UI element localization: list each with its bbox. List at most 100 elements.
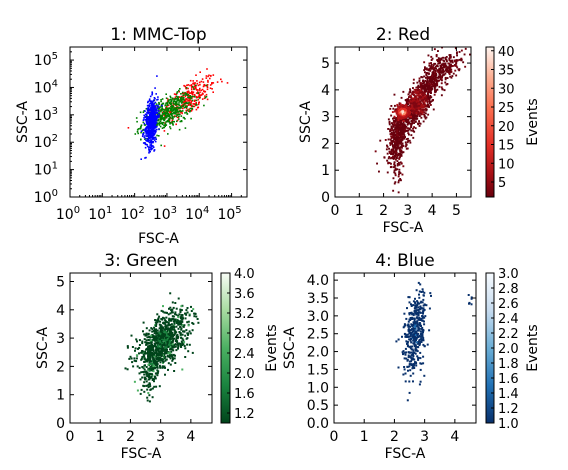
density-cell [434,83,436,86]
density-cell [427,88,430,91]
scatter-point [159,117,162,119]
density-cell [412,312,415,315]
density-cell [424,108,427,111]
density-cell [167,333,170,336]
density-cell [411,93,414,96]
density-cell [399,154,402,157]
density-cell [149,358,152,360]
scatter-point [153,127,156,129]
density-cell [152,366,155,369]
density-cell [172,338,175,341]
scatter-point [161,118,163,120]
scatter-point [162,113,165,115]
density-cell [404,109,407,112]
scatter-point [149,95,152,98]
scatter-point [190,92,193,94]
scatter-point [156,113,159,115]
density-cell [393,151,396,154]
density-cell [139,378,142,381]
density-cell [402,165,405,168]
scatter-point [145,120,148,122]
density-cell [410,120,413,123]
panel-3-frame [69,272,213,424]
density-cell [392,189,395,192]
density-cell [422,120,425,123]
density-cell [415,330,418,333]
scatter-point [189,79,192,82]
density-cell [150,341,153,344]
density-cell [402,117,405,119]
density-cell [124,367,127,370]
scatter-point [176,100,178,103]
scatter-point [151,138,154,140]
scatter-point [186,84,188,87]
density-cell [401,116,404,119]
density-cell [433,62,436,65]
panel-mmc-top: 1: MMC-Top 100 101 102 103 104 105 1001011021… [15,25,248,247]
scatter-point [154,108,156,110]
density-cell [133,380,136,383]
density-cell [413,117,416,120]
density-cell [156,369,159,372]
density-cell [406,335,408,338]
scatter-point [146,123,149,125]
scatter-point [172,118,174,120]
density-cell [150,339,153,342]
scatter-point [152,133,154,135]
scatter-point [139,127,141,130]
panel-2-density [374,47,471,194]
density-cell [186,311,189,314]
density-cell [458,58,461,61]
density-cell [410,102,412,105]
density-cell [154,360,157,362]
scatter-point [152,113,155,116]
density-cell [464,47,467,50]
scatter-point [151,91,153,93]
density-cell [408,117,411,120]
density-cell [169,347,172,350]
scatter-point [192,105,194,108]
density-cell [187,332,190,335]
density-cell [181,316,184,319]
scatter-point [149,141,151,144]
density-cell [148,369,151,372]
density-cell [415,118,418,120]
density-cell [420,116,423,119]
density-cell [434,91,437,94]
x-tick-label: 4 [186,429,195,445]
density-cell [406,141,409,144]
density-cell [150,388,153,391]
scatter-point [170,109,173,112]
scatter-point [154,106,156,109]
density-cell [423,374,426,377]
density-cell [185,329,188,332]
density-cell [411,117,414,120]
scatter-point [155,115,158,118]
density-cell [404,347,407,350]
density-cell [407,140,410,142]
density-cell [418,103,421,105]
scatter-point [179,100,182,103]
scatter-point [143,114,145,117]
y-tick-label: 101 [34,161,58,179]
scatter-point [201,98,204,100]
density-cell [159,332,162,335]
density-cell [161,338,163,341]
density-cell [394,144,397,147]
scatter-point [194,84,197,87]
density-cell [407,324,410,327]
density-cell [456,52,458,55]
density-cell [170,333,173,336]
density-cell [172,320,175,323]
scatter-point [183,97,185,99]
density-cell [169,357,172,360]
scatter-point [165,102,167,105]
density-cell [398,171,401,174]
scatter-point [167,104,170,107]
scatter-point [198,89,201,91]
scatter-point [151,113,153,115]
density-cell [156,342,159,345]
scatter-point [220,78,222,81]
density-cell [449,66,452,69]
density-cell [429,69,432,72]
